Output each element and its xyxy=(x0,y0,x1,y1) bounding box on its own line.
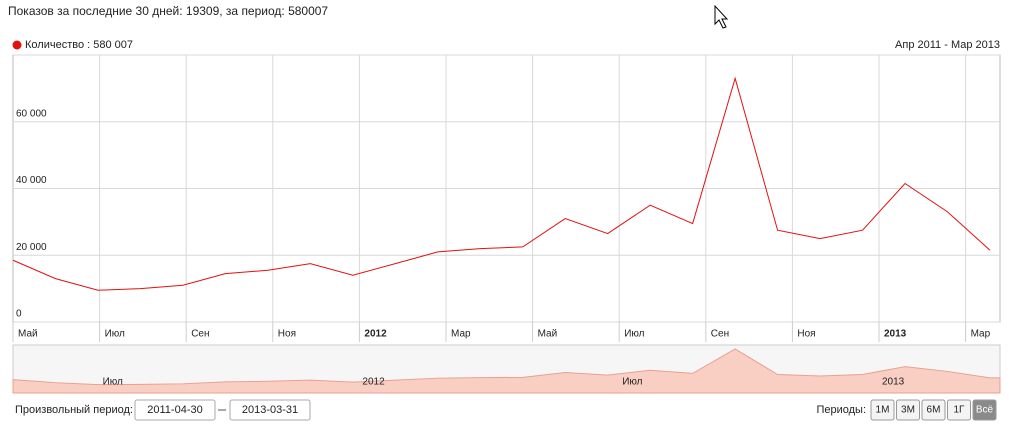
x-tick-label: Мар xyxy=(451,329,471,340)
y-tick-label: 40 000 xyxy=(16,175,47,186)
legend-label: Количество : 580 007 xyxy=(25,39,133,51)
period-button[interactable] xyxy=(947,399,971,421)
range-label: Апр 2011 - Мар 2013 xyxy=(895,39,1000,51)
x-tick-label: 2013 xyxy=(884,329,907,340)
y-tick-label: 60 000 xyxy=(16,108,47,119)
date-from[interactable]: 2011-04-30 xyxy=(147,404,202,416)
x-tick-label: Ноя xyxy=(278,329,296,340)
x-tick-label: 2012 xyxy=(364,329,387,340)
legend-dot xyxy=(12,40,22,50)
period-button-label[interactable]: 1Г xyxy=(954,405,966,416)
period-button[interactable] xyxy=(921,399,946,421)
x-tick-label: Июл xyxy=(105,329,125,340)
period-button[interactable] xyxy=(896,399,920,421)
period-button-label[interactable]: Всё xyxy=(976,405,994,416)
x-tick-label: Май xyxy=(18,329,38,340)
navigator-label: Июл xyxy=(103,377,123,388)
y-tick-label: 20 000 xyxy=(16,242,47,253)
x-tick-label: Сен xyxy=(711,329,729,340)
period-button[interactable] xyxy=(972,399,997,421)
date-to-input[interactable] xyxy=(229,399,311,421)
series-line xyxy=(12,76,991,291)
period-button-label[interactable]: 1М xyxy=(876,405,890,416)
navigator-area xyxy=(12,348,1001,394)
navigator-label: 2013 xyxy=(882,377,905,388)
x-tick-label: Май xyxy=(538,329,558,340)
period-button-label[interactable]: 6М xyxy=(927,405,941,416)
navigator-label: 2012 xyxy=(362,377,385,388)
x-tick-label: Июл xyxy=(624,329,644,340)
x-tick-label: Сен xyxy=(191,329,209,340)
navigator-label: Июл xyxy=(622,377,642,388)
page-title: Показов за последние 30 дней: 19309, за … xyxy=(8,4,328,18)
period-button[interactable] xyxy=(870,399,895,421)
cursor xyxy=(714,4,729,29)
y-tick-label: 0 xyxy=(16,309,22,320)
x-tick-label: Мар xyxy=(971,329,991,340)
custom-period-label: Произвольный период: xyxy=(15,404,133,416)
x-tick-label: Ноя xyxy=(797,329,815,340)
date-from-input[interactable] xyxy=(134,399,216,421)
date-to[interactable]: 2013-03-31 xyxy=(242,404,298,416)
periods-label: Периоды: xyxy=(816,404,866,416)
period-button-label[interactable]: 3М xyxy=(901,405,915,416)
